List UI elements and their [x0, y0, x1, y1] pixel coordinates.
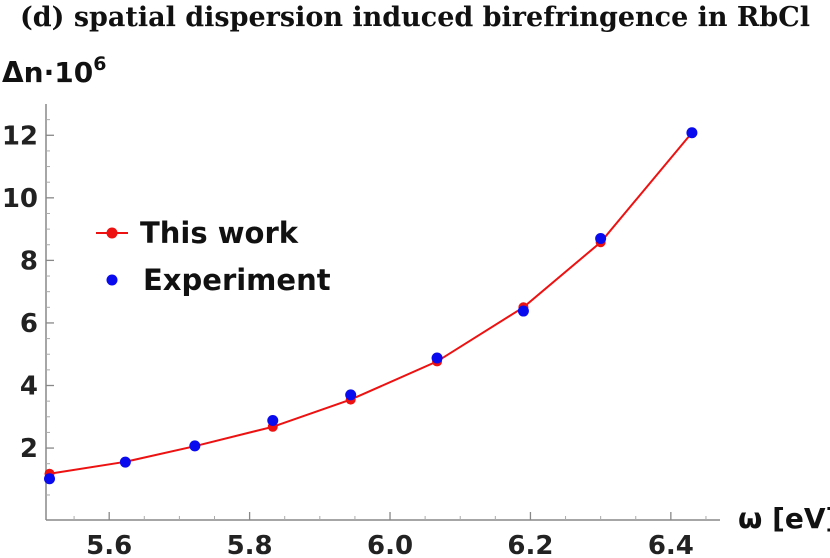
point-experiment [595, 232, 607, 244]
y-tick-label: 4 [20, 372, 38, 402]
point-experiment [189, 440, 201, 452]
point-experiment [686, 127, 698, 139]
axes [45, 104, 720, 521]
series-layer [44, 127, 698, 485]
y-tick-label: 12 [2, 121, 38, 151]
x-tick-label: 5.6 [86, 531, 132, 558]
point-experiment [119, 456, 131, 468]
y-tick-label: 6 [20, 309, 38, 339]
x-ticks: 5.6 5.8 6.0 6.2 6.4 [73, 512, 707, 558]
y-tick-label: 8 [20, 246, 38, 276]
x-tick-label: 6.2 [507, 531, 553, 558]
legend-marker-this-work [106, 227, 118, 239]
point-experiment [345, 389, 357, 401]
legend-label-this-work: This work [140, 216, 299, 250]
x-axis-label: ω [eV] [738, 502, 830, 535]
series-line-this-work [49, 132, 693, 475]
point-experiment [267, 415, 279, 427]
y-ticks: 2 4 6 8 10 12 [2, 119, 54, 496]
legend-marker-experiment [106, 274, 118, 286]
point-experiment [44, 473, 56, 485]
y-tick-label: 2 [20, 434, 38, 464]
point-experiment [431, 352, 443, 364]
x-tick-label: 6.4 [648, 531, 694, 558]
y-tick-label: 10 [2, 184, 38, 214]
legend-label-experiment: Experiment [143, 263, 331, 297]
chart-title: (d) spatial dispersion induced birefring… [19, 2, 810, 33]
point-experiment [517, 305, 529, 317]
x-tick-label: 5.8 [227, 531, 273, 558]
x-tick-label: 6.0 [367, 531, 413, 558]
y-axis-label: Δn·106 [2, 53, 106, 89]
legend: This work Experiment [96, 216, 331, 297]
